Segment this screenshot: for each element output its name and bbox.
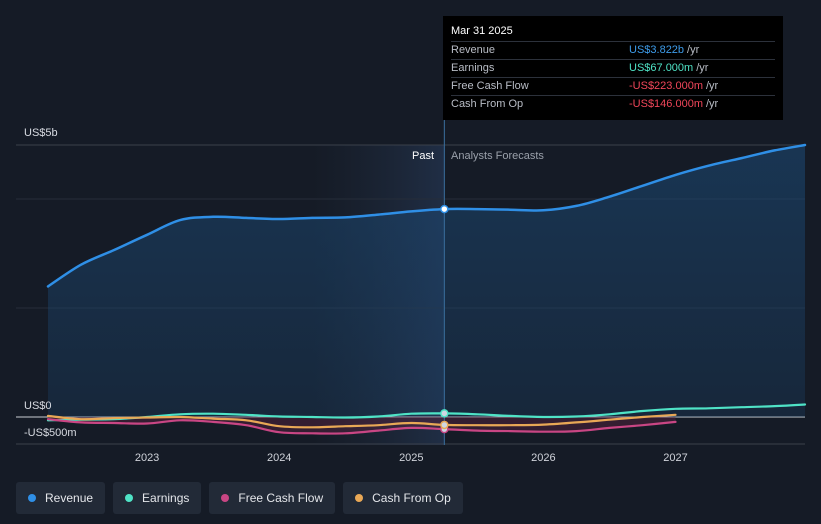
legend-item-earnings[interactable]: Earnings (113, 482, 202, 514)
tooltip-row-earnings: Earnings US$67.000m/yr (451, 59, 775, 77)
tooltip-unit: /yr (687, 44, 700, 56)
tooltip-unit: /yr (696, 62, 709, 74)
legend: Revenue Earnings Free Cash Flow Cash Fro… (16, 482, 463, 514)
y-axis-label: US$5b (24, 127, 58, 139)
tooltip-row-cash-from-op: Cash From Op -US$146.000m/yr (451, 95, 775, 113)
tooltip-date: Mar 31 2025 (451, 25, 513, 37)
revenue-point (440, 204, 449, 214)
tooltip-value: -US$146.000m (629, 98, 703, 110)
legend-label: Cash From Op (372, 491, 451, 505)
analysts-forecasts-label: Analysts Forecasts (451, 150, 544, 162)
x-tick-label: 2024 (267, 452, 291, 464)
tooltip-unit: /yr (706, 98, 719, 110)
legend-dot-icon (221, 494, 230, 502)
x-tick-label: 2023 (135, 452, 159, 464)
legend-item-free-cash-flow[interactable]: Free Cash Flow (209, 482, 336, 514)
revenue-line (46, 143, 807, 288)
y-axis-label: US$0 (24, 400, 52, 412)
legend-dot-icon (125, 494, 134, 502)
tooltip-panel: Mar 31 2025 Revenue US$3.822b/yr Earning… (443, 16, 783, 120)
tooltip-value: US$67.000m (629, 62, 694, 74)
past-label: Past (412, 150, 435, 162)
legend-label: Free Cash Flow (238, 491, 324, 505)
legend-dot-icon (355, 494, 364, 502)
x-tick-label: 2025 (399, 452, 423, 464)
free-cash-flow-line (46, 418, 677, 435)
tooltip-value: US$3.822b (629, 44, 685, 56)
tooltip-row-free-cash-flow: Free Cash Flow -US$223.000m/yr (451, 77, 775, 95)
tooltip-value: -US$223.000m (629, 80, 703, 92)
tooltip-label: Free Cash Flow (451, 80, 529, 92)
x-axis-labels: 2023 2024 2025 2026 2027 (135, 452, 688, 464)
y-axis-label: -US$500m (24, 427, 77, 439)
legend-item-cash-from-op[interactable]: Cash From Op (343, 482, 463, 514)
legend-label: Earnings (142, 491, 190, 505)
legend-item-revenue[interactable]: Revenue (16, 482, 106, 514)
chart-canvas: US$5b US$0 -US$500m 2023 2024 2025 2026 2027 (16, 16, 807, 464)
cash-from-op-point (440, 420, 449, 430)
tooltip-label: Cash From Op (451, 98, 524, 110)
legend-label: Revenue (45, 491, 94, 505)
tooltip-row-revenue: Revenue US$3.822b/yr (451, 41, 775, 59)
revenue-area (48, 145, 805, 417)
cash-from-op-line (46, 413, 677, 429)
tooltip-label: Revenue (451, 44, 496, 56)
earnings-point (440, 409, 449, 418)
series-lines (46, 143, 807, 435)
tooltip-unit: /yr (706, 80, 719, 92)
x-tick-label: 2027 (663, 452, 687, 464)
earnings-line (46, 403, 807, 422)
tooltip-label: Earnings (451, 62, 495, 74)
y-axis-labels: US$5b US$0 -US$500m (24, 127, 77, 439)
legend-dot-icon (28, 494, 36, 502)
series-points (440, 204, 449, 434)
x-tick-label: 2026 (531, 452, 555, 464)
